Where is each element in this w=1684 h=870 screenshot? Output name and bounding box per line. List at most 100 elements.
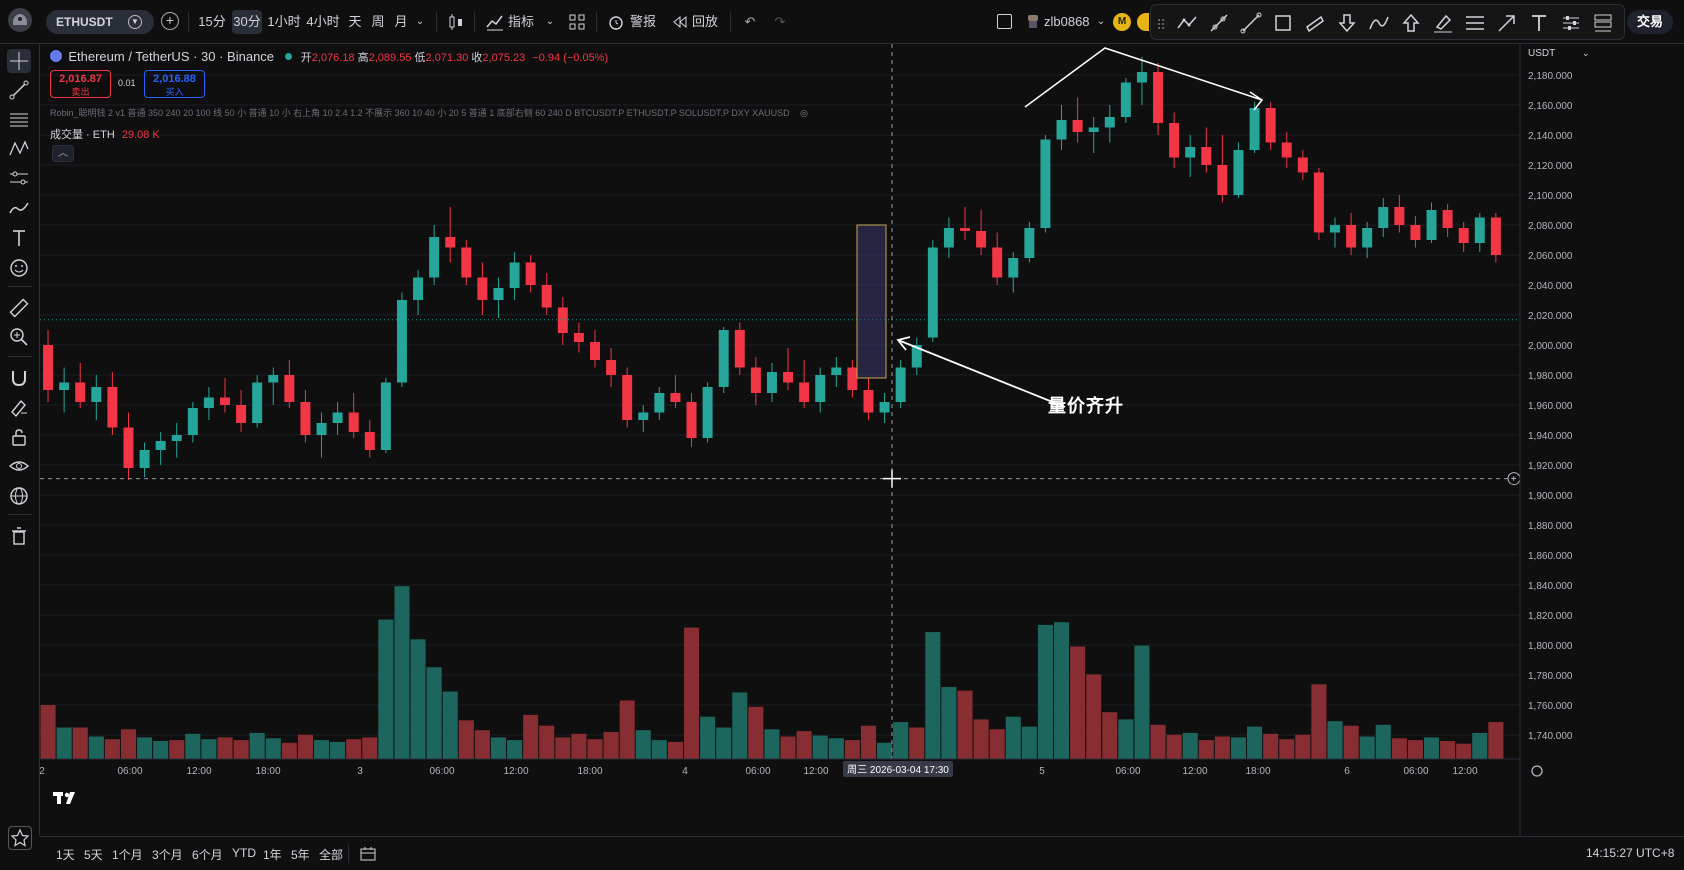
crosshair-cursor-icon[interactable] bbox=[883, 469, 901, 488]
undo-icon[interactable]: ↶ bbox=[744, 14, 756, 29]
date-range-icon[interactable] bbox=[359, 845, 377, 863]
indicator-hidden-eye-icon[interactable]: ◎ bbox=[800, 108, 809, 118]
emoji-icon[interactable] bbox=[7, 256, 31, 280]
fib-retracement-icon[interactable] bbox=[7, 108, 31, 132]
text-icon[interactable] bbox=[7, 226, 31, 250]
candle-body bbox=[1169, 123, 1180, 158]
interval-week[interactable]: 周 bbox=[371, 14, 385, 29]
range-1m[interactable]: 1个月 bbox=[112, 848, 143, 862]
brush-icon[interactable] bbox=[7, 196, 31, 220]
range-5y[interactable]: 5年 bbox=[291, 848, 310, 862]
crosshair-time-tag-background bbox=[843, 761, 953, 777]
alert-icon[interactable] bbox=[606, 12, 626, 32]
price-chart[interactable]: 2,060.002,016.8714:331,910.9411.81 K+ 1,… bbox=[40, 44, 1684, 836]
buy-button[interactable]: 2,016.88 买入 bbox=[144, 70, 205, 98]
polyline-tool-icon[interactable] bbox=[1175, 11, 1199, 35]
app-logo-icon[interactable] bbox=[8, 8, 32, 32]
favorites-star-icon[interactable] bbox=[8, 826, 32, 850]
time-axis-settings-icon[interactable] bbox=[1531, 765, 1543, 777]
peak-trendline[interactable] bbox=[1024, 47, 1263, 108]
time-axis[interactable]: 2 06:00 12:00 18:00 3 06:00 12:00 18:00 4 06:00 12… bbox=[40, 758, 1543, 777]
ruler-icon[interactable] bbox=[7, 296, 31, 320]
drag-handle-icon[interactable] bbox=[1157, 17, 1165, 29]
candle-body bbox=[1201, 147, 1212, 165]
pair-label[interactable]: Ethereum / TetherUS · 30 · Binance bbox=[68, 49, 275, 64]
indicator-legend[interactable]: Robin_聪明钱 2 v1 普通 350 240 20 100 线 50 小 … bbox=[50, 106, 808, 119]
crosshair-time-tag[interactable]: 周三 2026-03-04 17:30 bbox=[843, 761, 953, 777]
range-all[interactable]: 全部 bbox=[319, 848, 344, 862]
annotation-text[interactable]: 量价齐升 bbox=[1048, 396, 1124, 416]
indicators-dropdown-icon[interactable]: ⌄ bbox=[545, 16, 555, 27]
annotation-arrow[interactable] bbox=[897, 339, 1066, 408]
interval-month[interactable]: 月 bbox=[394, 14, 408, 29]
trash-icon[interactable] bbox=[7, 524, 31, 548]
range-3m[interactable]: 3个月 bbox=[152, 848, 183, 862]
price-tick-label: 2,180.000 bbox=[1528, 71, 1573, 82]
chart-type-icon[interactable] bbox=[446, 12, 466, 32]
alert-button[interactable]: 警报 bbox=[629, 14, 656, 29]
volume-bar bbox=[1456, 743, 1472, 759]
arrow-down-tool-icon[interactable] bbox=[1335, 11, 1359, 35]
globe-icon[interactable] bbox=[7, 484, 31, 508]
sell-button[interactable]: 2,016.87 卖出 bbox=[50, 70, 111, 98]
plugin-icon[interactable]: M bbox=[1113, 13, 1131, 31]
trendline-icon[interactable] bbox=[7, 78, 31, 102]
currency-dropdown-icon[interactable]: ⌄ bbox=[1582, 48, 1590, 58]
volume-legend[interactable]: 成交量 · ETH 29.08 K bbox=[50, 126, 160, 142]
highlight-box[interactable] bbox=[856, 224, 887, 379]
symbol-search[interactable]: ETHUSDT ▼ bbox=[46, 10, 154, 34]
range-ytd[interactable]: YTD bbox=[232, 846, 256, 860]
clock-label[interactable]: 14:15:27 UTC+8 bbox=[1586, 846, 1675, 860]
volume-bar bbox=[989, 729, 1005, 759]
fib-tool-icon[interactable] bbox=[1463, 11, 1487, 35]
crosshair-icon[interactable] bbox=[7, 49, 31, 73]
fullscreen-checkbox-icon[interactable] bbox=[997, 14, 1012, 29]
tradingview-logo-icon[interactable] bbox=[53, 790, 81, 806]
user-avatar-icon[interactable] bbox=[1024, 12, 1042, 30]
trendline-tool-icon[interactable] bbox=[1239, 11, 1263, 35]
rectangle-tool-icon[interactable] bbox=[1271, 11, 1295, 35]
currency-label[interactable]: USDT bbox=[1528, 48, 1555, 59]
interval-4h[interactable]: 4小时 bbox=[306, 14, 340, 29]
interval-day[interactable]: 天 bbox=[348, 14, 362, 29]
range-5d[interactable]: 5天 bbox=[84, 848, 103, 862]
draw-lock-icon[interactable] bbox=[7, 395, 31, 419]
eye-icon[interactable] bbox=[7, 454, 31, 478]
forecast-icon[interactable] bbox=[7, 166, 31, 190]
legend-header: Ethereum / TetherUS · 30 · Binance 开2,07… bbox=[50, 49, 608, 65]
zoom-in-icon[interactable] bbox=[7, 325, 31, 349]
path-tool-icon[interactable] bbox=[1367, 11, 1391, 35]
magnet-icon[interactable] bbox=[7, 366, 31, 390]
indicators-icon[interactable] bbox=[485, 12, 505, 32]
plugin-icon-2[interactable] bbox=[1137, 13, 1149, 31]
lock-icon[interactable] bbox=[7, 425, 31, 449]
interval-1h[interactable]: 1小时 bbox=[267, 14, 301, 29]
candle-body bbox=[525, 262, 536, 285]
replay-icon[interactable] bbox=[671, 13, 689, 31]
text-tool-icon[interactable] bbox=[1527, 11, 1551, 35]
settings-sliders-icon[interactable] bbox=[1559, 11, 1583, 35]
layout-grid-icon[interactable] bbox=[568, 13, 586, 31]
indicators-button[interactable]: 指标 bbox=[507, 14, 534, 29]
user-dropdown-icon[interactable]: ⌄ bbox=[1096, 16, 1106, 27]
interval-15m[interactable]: 15分 bbox=[198, 14, 226, 29]
range-1d[interactable]: 1天 bbox=[56, 848, 75, 862]
price-axis[interactable]: 1,740.000 1,760.000 1,780.000 1,800.000 1,82… bbox=[1519, 44, 1684, 836]
add-symbol-button[interactable]: + bbox=[161, 12, 179, 30]
redo-icon[interactable]: ↷ bbox=[774, 14, 786, 29]
pattern-icon[interactable] bbox=[7, 137, 31, 161]
arrow-tool-icon[interactable] bbox=[1495, 11, 1519, 35]
highlighter-tool-icon[interactable] bbox=[1431, 11, 1455, 35]
ray-tool-icon[interactable] bbox=[1207, 11, 1231, 35]
replay-button[interactable]: 回放 bbox=[691, 14, 718, 29]
collapse-legend-icon[interactable]: ︿ bbox=[52, 145, 74, 162]
range-1y[interactable]: 1年 bbox=[263, 848, 282, 862]
username-label[interactable]: zlb0868 bbox=[1044, 14, 1090, 29]
interval-30m[interactable]: 30分 bbox=[232, 10, 262, 34]
interval-dropdown-icon[interactable]: ⌄ bbox=[415, 16, 425, 27]
range-6m[interactable]: 6个月 bbox=[192, 848, 223, 862]
trade-button[interactable]: 交易 bbox=[1627, 10, 1673, 34]
arrow-up-tool-icon[interactable] bbox=[1399, 11, 1423, 35]
object-tree-icon[interactable] bbox=[1591, 11, 1615, 35]
parallel-channel-icon[interactable] bbox=[1303, 11, 1327, 35]
